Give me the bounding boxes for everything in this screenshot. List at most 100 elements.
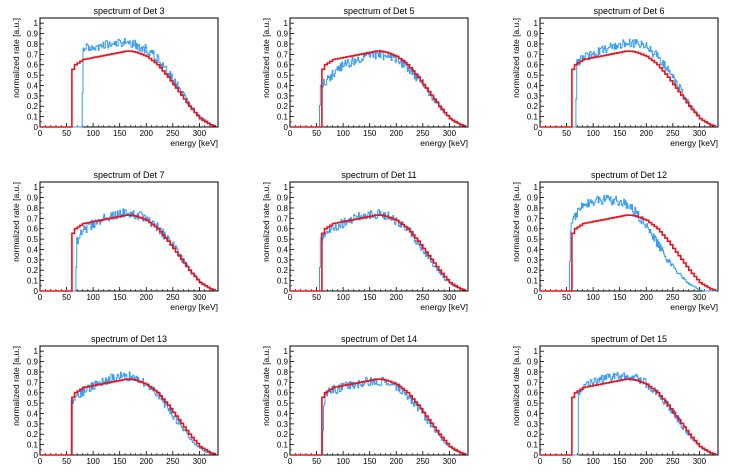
y-tick-label: 0.5 (277, 235, 289, 244)
x-tick-label: 150 (613, 293, 627, 302)
x-tick-label: 100 (336, 129, 350, 138)
y-tick-label: 0.9 (527, 30, 539, 39)
chart-title: spectrum of Det 3 (93, 6, 164, 16)
x-axis-label: energy [keV] (420, 302, 468, 312)
y-tick-label: 0.1 (277, 113, 289, 122)
y-tick-label: 0 (534, 451, 539, 460)
chart-panel: spectrum of Det 130 50 100 150 200 250 30000.1… (11, 334, 219, 470)
y-tick-label: 0.6 (277, 225, 289, 234)
y-tick-label: 0 (284, 123, 289, 132)
y-tick-label: 0.2 (527, 102, 539, 111)
y-tick-label: 0.7 (27, 50, 39, 59)
reference-spectrum-line (290, 214, 467, 292)
chart-panel: spectrum of Det 30 50 100 150 200 250 30000.10… (11, 6, 219, 148)
y-tick-label: 0 (534, 287, 539, 296)
x-tick-label: 50 (312, 293, 321, 302)
x-axis-label: energy [keV] (170, 302, 218, 312)
y-tick-label: 0.1 (27, 441, 39, 450)
y-tick-label: 0.8 (27, 40, 39, 49)
y-tick-label: 1 (534, 183, 539, 192)
y-tick-label: 0.2 (277, 102, 289, 111)
y-tick-label: 0 (534, 123, 539, 132)
y-tick-label: 0.2 (527, 430, 539, 439)
y-tick-label: 0.5 (527, 235, 539, 244)
y-tick-label: 0.3 (277, 256, 289, 265)
y-tick-label: 0.7 (527, 378, 539, 387)
y-axis-label: normalized rate [a.u.] (11, 346, 21, 426)
x-tick-label: 250 (416, 457, 430, 465)
y-tick-label: 0.3 (27, 256, 39, 265)
x-tick-label: 300 (693, 457, 707, 465)
reference-spectrum-line (540, 378, 717, 456)
y-tick-label: 0.8 (527, 40, 539, 49)
reference-spectrum-line (290, 378, 467, 456)
plot-frame (39, 345, 219, 456)
y-tick-label: 1 (534, 19, 539, 28)
plot-frame (539, 181, 719, 292)
reference-spectrum-line (540, 50, 717, 128)
y-tick-label: 0.7 (277, 50, 289, 59)
y-axis-label: normalized rate [a.u.] (511, 346, 521, 426)
x-tick-label: 250 (166, 293, 180, 302)
x-tick-label: 150 (613, 129, 627, 138)
x-tick-label: 200 (390, 457, 404, 465)
chart-title: spectrum of Det 5 (343, 6, 414, 16)
y-tick-label: 0.7 (277, 214, 289, 223)
x-tick-label: 100 (586, 293, 600, 302)
y-tick-label: 0.9 (27, 30, 39, 39)
x-tick-label: 50 (562, 129, 571, 138)
x-tick-label: 50 (62, 129, 71, 138)
y-tick-label: 0.6 (277, 61, 289, 70)
x-tick-label: 100 (86, 293, 100, 302)
y-tick-label: 0.3 (527, 420, 539, 429)
y-tick-label: 0.5 (277, 71, 289, 80)
x-tick-label: 50 (62, 293, 71, 302)
y-tick-label: 0.1 (527, 113, 539, 122)
measured-spectrum-line (540, 195, 717, 292)
x-tick-label: 200 (640, 457, 654, 465)
y-tick-label: 0.8 (527, 368, 539, 377)
plot-frame (539, 345, 719, 456)
y-tick-label: 0.5 (27, 71, 39, 80)
x-tick-label: 250 (166, 129, 180, 138)
x-tick-label: 50 (312, 457, 321, 465)
y-tick-label: 0.9 (527, 194, 539, 203)
y-tick-label: 0.6 (27, 389, 39, 398)
y-tick-label: 0.6 (527, 61, 539, 70)
plot-frame (539, 17, 719, 128)
y-tick-label: 0.4 (277, 245, 289, 254)
reference-spectrum-line (290, 50, 467, 128)
x-tick-label: 200 (640, 293, 654, 302)
y-tick-label: 0.7 (527, 50, 539, 59)
y-tick-label: 0 (284, 451, 289, 460)
y-tick-label: 0.7 (27, 214, 39, 223)
y-tick-label: 0.2 (277, 430, 289, 439)
x-tick-label: 200 (390, 293, 404, 302)
reference-spectrum-line (40, 50, 217, 128)
x-tick-label: 100 (586, 457, 600, 465)
y-tick-label: 0.8 (527, 204, 539, 213)
y-tick-label: 0.3 (277, 92, 289, 101)
chart-title: spectrum of Det 11 (341, 170, 416, 180)
y-tick-label: 0.9 (527, 358, 539, 367)
plot-frame (39, 181, 219, 292)
x-tick-label: 0 (538, 129, 543, 138)
x-tick-label: 0 (288, 293, 293, 302)
y-tick-label: 0.7 (527, 214, 539, 223)
y-tick-label: 0.9 (277, 358, 289, 367)
x-tick-label: 200 (140, 129, 154, 138)
x-tick-label: 300 (193, 293, 207, 302)
chart-panel: spectrum of Det 150 50 100 150 200 250 30000.1… (511, 334, 719, 470)
y-axis-label: normalized rate [a.u.] (261, 346, 271, 426)
x-tick-label: 200 (140, 457, 154, 465)
y-tick-label: 0.4 (27, 245, 39, 254)
x-tick-label: 150 (363, 129, 377, 138)
x-tick-label: 200 (390, 129, 404, 138)
y-tick-label: 0.4 (27, 81, 39, 90)
y-tick-label: 0.6 (27, 225, 39, 234)
x-axis-label: energy [keV] (670, 302, 718, 312)
chart-panel: spectrum of Det 70 50 100 150 200 250 30000.10… (11, 170, 219, 312)
y-tick-label: 0.3 (527, 92, 539, 101)
y-axis-label: normalized rate [a.u.] (511, 182, 521, 262)
y-tick-label: 0.4 (27, 409, 39, 418)
